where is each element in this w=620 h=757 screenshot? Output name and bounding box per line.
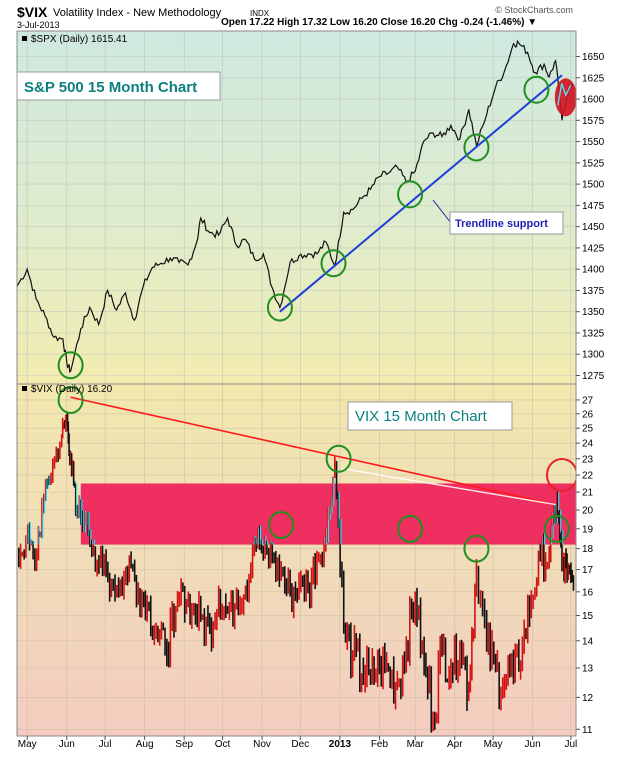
spx-support-circle: [397, 180, 424, 209]
spx-support-circle: [266, 293, 293, 322]
spx-y-tick-label: 1300: [582, 350, 605, 361]
spx-gridlines: [17, 31, 576, 384]
vix-y-tick-label: 22: [582, 471, 594, 482]
vix-resistance-line-extension: [341, 467, 556, 506]
x-tick-label: Feb: [371, 739, 389, 750]
x-tick-label: Apr: [447, 739, 463, 750]
x-tick-label: Jul: [564, 739, 577, 750]
trendline-callout: Trendline support: [432, 199, 564, 235]
vix-y-tick-label: 19: [582, 524, 594, 535]
spx-support-circle: [320, 249, 347, 278]
spx-support-circle: [57, 351, 84, 380]
spx-support-circle: [523, 75, 550, 104]
spx-y-axis: 1275 1300 1325 1350 1375 1400 1425 1450 1475 1500…: [576, 52, 605, 382]
spx-y-tick-label: 1650: [582, 52, 605, 63]
x-tick-label: Jun: [59, 739, 75, 750]
spx-y-tick-label: 1325: [582, 328, 605, 339]
vix-circle-marker: [268, 510, 295, 539]
spx-trendline: [279, 74, 563, 313]
x-tick-label: Dec: [291, 739, 309, 750]
spx-y-tick-label: 1550: [582, 137, 605, 148]
ohlc-readout: Open 17.22 High 17.32 Low 16.20 Close 16…: [221, 17, 537, 28]
vix-annotation-text: VIX 15 Month Chart: [355, 408, 488, 425]
vix-y-tick-label: 23: [582, 454, 594, 465]
vix-y-tick-label: 24: [582, 439, 594, 450]
exchange-label: INDX: [250, 9, 270, 18]
spx-breakdown-price: [557, 83, 572, 106]
vix-circle-marker: [463, 534, 490, 563]
vix-resistance-line: [70, 396, 556, 506]
vix-y-axis: 11 12 13 14 15 16 17 18 19 20 21 22 23 24 25 26 27: [576, 395, 594, 736]
spx-y-tick-label: 1525: [582, 158, 605, 169]
vix-annotation-box: VIX 15 Month Chart: [347, 401, 513, 431]
x-axis: May Jun Jul Aug Sep Oct Nov Dec 2013 Feb Mar Apr May…: [18, 736, 577, 750]
vix-circle-marker: [57, 385, 84, 414]
vix-series: [17, 412, 575, 733]
spx-breakdown-highlight: [554, 78, 576, 117]
vix-y-tick-label: 17: [582, 565, 594, 576]
spx-support-circle: [463, 133, 490, 162]
vix-y-tick-label: 13: [582, 664, 594, 675]
vix-y-tick-label: 12: [582, 693, 594, 704]
vix-y-tick-label: 20: [582, 506, 594, 517]
vix-y-tick-label: 25: [582, 424, 594, 435]
vix-circle-marker: [543, 514, 570, 543]
spx-y-tick-label: 1625: [582, 73, 605, 84]
spx-y-tick-label: 1275: [582, 371, 605, 382]
symbol-label: $VIX: [17, 4, 48, 20]
spx-y-tick-label: 1400: [582, 265, 605, 276]
vix-panel-border: [16, 383, 577, 737]
spx-y-tick-label: 1500: [582, 180, 605, 191]
spx-y-tick-label: 1575: [582, 116, 605, 127]
vix-legend: $VIX (Daily) 16.20: [22, 384, 113, 395]
spx-y-tick-label: 1375: [582, 286, 605, 297]
trendline-callout-text: Trendline support: [455, 218, 548, 230]
spx-annotation-text: S&P 500 15 Month Chart: [24, 79, 197, 96]
vix-circle-marker: [397, 514, 424, 543]
chart-header: $VIX Volatility Index - New Methodology …: [17, 4, 573, 30]
x-tick-label: 2013: [329, 739, 352, 750]
vix-y-tick-label: 26: [582, 409, 594, 420]
vix-y-tick-label: 11: [582, 725, 593, 736]
x-tick-label: May: [484, 739, 503, 750]
x-tick-label: Mar: [407, 739, 425, 750]
vix-breakout-circle: [545, 458, 576, 493]
vix-y-tick-label: 27: [582, 395, 594, 406]
vix-y-tick-label: 14: [582, 636, 594, 647]
spx-legend-text: $SPX (Daily) 1615.41: [31, 34, 128, 45]
spx-series: [17, 39, 574, 374]
vix-overlays: [57, 385, 576, 563]
x-tick-label: Sep: [175, 739, 193, 750]
spx-y-tick-label: 1450: [582, 222, 605, 233]
x-tick-label: Aug: [136, 739, 154, 750]
spx-price-line: [17, 39, 574, 374]
spx-overlays: [57, 74, 576, 380]
x-tick-label: Oct: [215, 739, 231, 750]
vix-legend-text: $VIX (Daily) 16.20: [31, 384, 113, 395]
spx-legend: $SPX (Daily) 1615.41: [22, 34, 128, 45]
vix-y-tick-label: 18: [582, 544, 594, 555]
vix-y-tick-label: 21: [582, 488, 594, 499]
vix-y-tick-label: 15: [582, 611, 594, 622]
x-tick-label: Jul: [99, 739, 112, 750]
spx-y-tick-label: 1475: [582, 201, 605, 212]
chart-date: 3-Jul-2013: [17, 20, 60, 30]
x-tick-label: May: [18, 739, 37, 750]
vix-y-tick-label: 16: [582, 587, 594, 598]
instrument-name: Volatility Index - New Methodology: [53, 7, 222, 19]
spx-annotation-box: S&P 500 15 Month Chart: [16, 71, 221, 101]
x-tick-label: Jun: [525, 739, 541, 750]
x-tick-label: Nov: [253, 739, 271, 750]
spx-y-tick-label: 1600: [582, 95, 605, 106]
watermark: © StockCharts.com: [495, 5, 573, 15]
spx-y-tick-label: 1425: [582, 243, 605, 254]
spx-y-tick-label: 1350: [582, 307, 605, 318]
vix-circle-marker: [325, 444, 352, 473]
